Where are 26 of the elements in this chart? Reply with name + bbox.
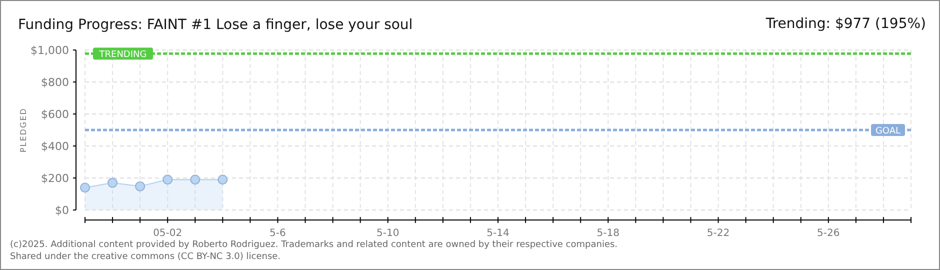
y-tick-label: $1,000 [30, 44, 69, 57]
point [80, 182, 90, 193]
point [218, 174, 228, 185]
point [190, 174, 200, 185]
chart-title: Funding Progress: FAINT #1 Lose a finger, lose your soul [18, 17, 413, 33]
y-tick-label: $200 [41, 172, 69, 185]
y-tick-label: $400 [41, 140, 69, 153]
text: Shared under the creative commons (CC BY-NC 3.0) license. [10, 252, 281, 262]
y-tick-label: $0 [55, 204, 69, 217]
chart-subtitle: Trending: $977 (195%) [764, 16, 926, 32]
x-tick-label: 5-22 [706, 228, 730, 239]
y-tick-label: $600 [41, 108, 69, 121]
y-axis-title: PLEDGED [19, 108, 28, 152]
x-tick-label: 5-10 [376, 228, 400, 239]
point [135, 181, 146, 192]
y-tick-label: $800 [41, 76, 69, 89]
x-tick-label: 5-14 [486, 228, 510, 239]
x-tick-label: 05-02 [153, 228, 182, 239]
ref-line-label: TRENDING [98, 50, 147, 60]
x-tick-label: 5-26 [817, 228, 840, 239]
point [162, 174, 173, 185]
x-tick-label: 5-18 [596, 228, 620, 239]
ref-line-label: GOAL [875, 126, 901, 136]
text: (c)2025. Additional content provided by Roberto Rodriguez. Trademarks and related content are owned by their respective companies. [10, 240, 618, 250]
x-tick-label: 5-6 [270, 228, 286, 239]
point [108, 178, 118, 188]
